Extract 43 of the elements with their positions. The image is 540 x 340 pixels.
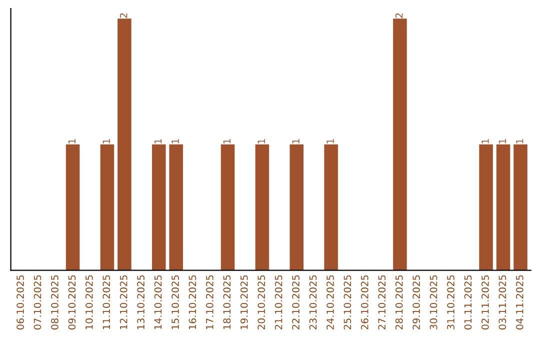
- x-tick-label: 12.10.2025: [120, 275, 128, 330]
- x-tick-label: 19.10.2025: [240, 275, 248, 330]
- data-label: 2: [395, 13, 403, 18]
- data-label: 1: [498, 139, 506, 144]
- data-label: 1: [516, 139, 524, 144]
- data-label: 1: [258, 139, 265, 144]
- x-tick-label: 18.10.2025: [223, 275, 231, 330]
- x-tick-label: 20.10.2025: [258, 275, 266, 330]
- x-tick-label: 10.10.2025: [85, 275, 93, 330]
- data-label: 1: [154, 139, 162, 144]
- x-tick-label: 04.11.2025: [516, 275, 524, 330]
- x-tick-label: 24.10.2025: [326, 275, 334, 330]
- data-label: 1: [326, 139, 334, 144]
- data-label: 2: [120, 13, 128, 18]
- x-tick-label: 25.10.2025: [344, 275, 352, 330]
- x-tick-label: 15.10.2025: [172, 275, 179, 330]
- x-tick-label: 08.10.2025: [51, 275, 58, 330]
- x-tick-label: 02.11.2025: [482, 275, 489, 330]
- data-label: 1: [172, 139, 179, 144]
- x-tick-label: 03.11.2025: [498, 275, 506, 330]
- x-tick-label: 14.10.2025: [154, 275, 162, 330]
- x-tick-label: 07.10.2025: [34, 275, 42, 330]
- data-label: 1: [292, 139, 300, 144]
- x-tick-label: 29.10.2025: [412, 275, 420, 330]
- data-label: 1: [68, 139, 76, 144]
- x-tick-label: 01.11.2025: [464, 275, 472, 330]
- x-tick-label: 30.10.2025: [430, 275, 438, 330]
- x-tick-label: 26.10.2025: [360, 275, 368, 330]
- x-tick-label: 17.10.2025: [206, 275, 214, 330]
- x-tick-label: 28.10.2025: [395, 275, 403, 330]
- x-tick-label: 27.10.2025: [378, 275, 386, 330]
- x-tick-label: 21.10.2025: [274, 275, 282, 330]
- x-tick-label: 16.10.2025: [188, 275, 196, 330]
- x-tick-label: 09.10.2025: [68, 275, 76, 330]
- data-label: 1: [102, 139, 110, 144]
- data-label: 1: [482, 139, 489, 144]
- x-tick-label: 23.10.2025: [309, 275, 317, 330]
- x-tick-label: 11.10.2025: [102, 275, 110, 330]
- data-label: 1: [223, 139, 230, 144]
- x-tick-label: 06.10.2025: [16, 275, 24, 330]
- x-tick-label: 31.10.2025: [447, 275, 454, 330]
- x-tick-label: 13.10.2025: [137, 275, 144, 330]
- x-tick-label: 22.10.2025: [292, 275, 300, 330]
